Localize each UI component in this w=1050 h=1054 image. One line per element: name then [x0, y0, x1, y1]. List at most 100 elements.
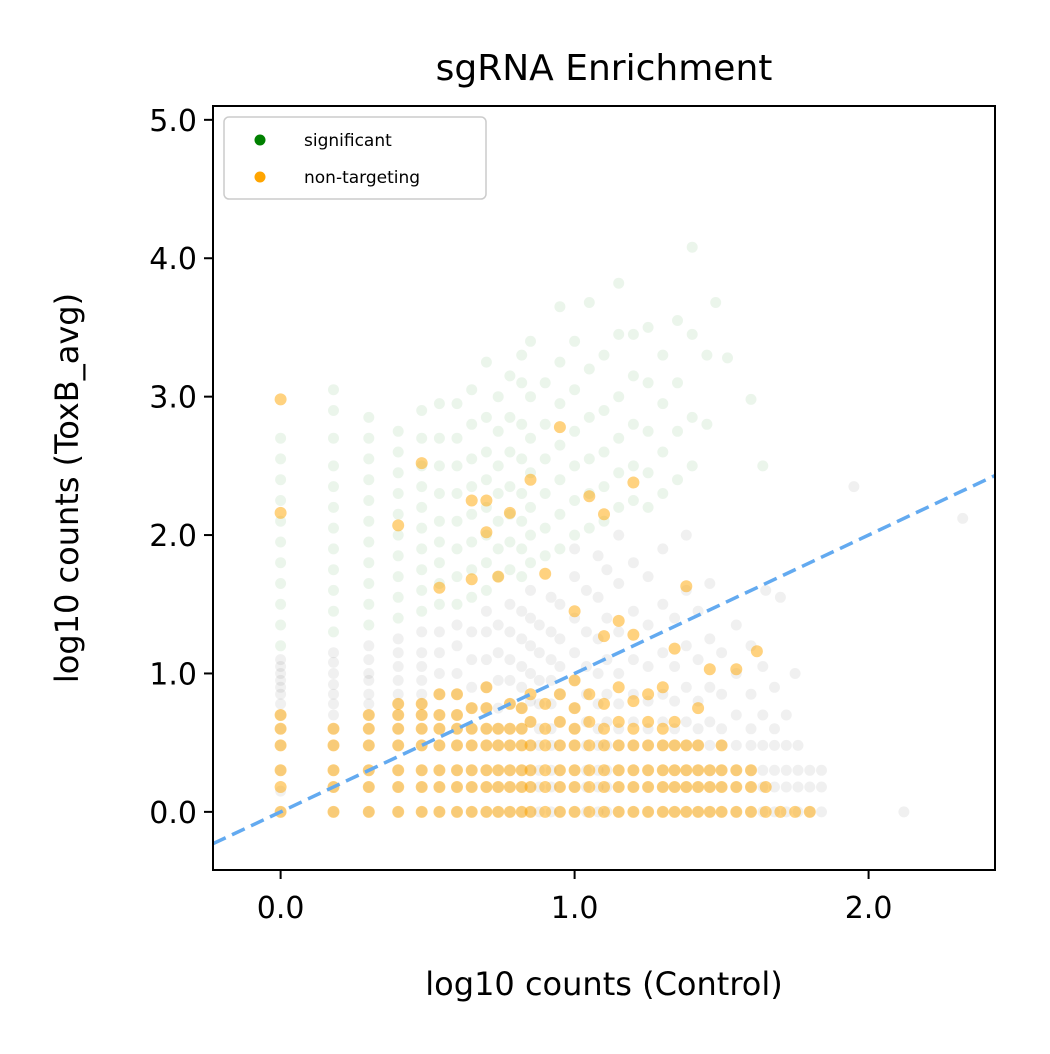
- data-point: [583, 715, 596, 728]
- data-point: [492, 764, 505, 777]
- data-point: [328, 605, 339, 617]
- data-point: [416, 626, 428, 638]
- data-point: [363, 640, 375, 652]
- data-point: [363, 619, 375, 631]
- data-point: [515, 739, 528, 752]
- data-point: [480, 681, 493, 694]
- data-point: [392, 612, 404, 624]
- data-point: [433, 598, 445, 610]
- data-point: [804, 764, 816, 776]
- data-point: [524, 781, 537, 793]
- data-point: [525, 529, 536, 541]
- data-point: [492, 515, 504, 527]
- data-point: [415, 805, 428, 818]
- data-point: [465, 781, 478, 793]
- data-point: [759, 781, 772, 793]
- data-point: [769, 764, 780, 776]
- data-point: [789, 805, 802, 818]
- data-point: [553, 688, 566, 701]
- data-point: [466, 591, 478, 603]
- data-point: [328, 709, 339, 721]
- data-point: [274, 781, 287, 793]
- data-point: [583, 764, 596, 777]
- data-point: [703, 663, 716, 676]
- data-point: [515, 722, 528, 735]
- data-point: [327, 764, 340, 777]
- data-point: [516, 543, 528, 555]
- data-point: [627, 654, 639, 666]
- data-point: [451, 739, 463, 752]
- data-point: [451, 488, 463, 499]
- data-point: [516, 377, 528, 389]
- data-point: [642, 619, 654, 631]
- data-point: [704, 681, 716, 693]
- data-point: [392, 591, 404, 603]
- data-point: [769, 781, 780, 793]
- data-point: [492, 722, 505, 735]
- data-point: [516, 633, 528, 645]
- data-point: [480, 605, 492, 617]
- data-point: [657, 647, 669, 659]
- x-axis-ticks: 0.0 1.0 2.0: [257, 870, 892, 926]
- data-point: [328, 656, 339, 668]
- data-point: [451, 432, 463, 444]
- data-point: [465, 722, 478, 735]
- data-point: [612, 614, 625, 627]
- data-point: [392, 467, 404, 479]
- data-point: [568, 805, 581, 818]
- data-point: [274, 393, 287, 406]
- data-point: [730, 805, 743, 818]
- data-point: [416, 688, 428, 700]
- data-point: [392, 739, 405, 752]
- data-point: [680, 781, 693, 793]
- data-point: [433, 581, 446, 594]
- data-point: [465, 739, 478, 752]
- data-point: [480, 557, 492, 569]
- data-point: [392, 688, 404, 700]
- data-point: [465, 764, 478, 777]
- data-point: [516, 418, 528, 430]
- data-point: [515, 781, 528, 793]
- data-point: [613, 698, 625, 710]
- data-point: [757, 764, 769, 776]
- data-point: [416, 501, 428, 513]
- x-axis-label: log10 counts (Control): [425, 965, 782, 1003]
- data-point: [392, 805, 405, 818]
- data-point: [730, 764, 743, 777]
- data-point: [627, 418, 639, 430]
- data-point: [657, 349, 669, 361]
- data-point: [642, 571, 654, 583]
- data-point: [392, 709, 405, 721]
- data-point: [416, 605, 428, 617]
- data-point: [433, 460, 445, 472]
- data-point: [480, 626, 492, 638]
- data-point: [275, 619, 287, 631]
- data-point: [492, 488, 504, 499]
- data-point: [466, 508, 478, 520]
- data-point: [598, 630, 610, 643]
- data-point: [668, 715, 681, 728]
- data-point: [515, 764, 528, 777]
- data-point: [745, 723, 757, 735]
- data-point: [516, 661, 528, 672]
- data-point: [569, 543, 581, 555]
- data-point: [554, 474, 566, 486]
- data-point: [328, 688, 339, 700]
- data-point: [680, 640, 692, 652]
- data-point: [533, 647, 545, 659]
- data-point: [492, 570, 505, 583]
- data-point: [627, 722, 640, 735]
- data-point: [780, 764, 792, 776]
- data-point: [686, 460, 698, 472]
- series-significant: [275, 241, 769, 652]
- data-point: [275, 688, 287, 700]
- data-point: [710, 297, 722, 308]
- data-point: [642, 377, 654, 389]
- data-point: [598, 805, 610, 818]
- data-point: [730, 619, 742, 631]
- legend: significant non-targeting: [223, 116, 487, 200]
- data-point: [613, 467, 625, 479]
- data-point: [613, 328, 625, 340]
- data-point: [480, 781, 493, 793]
